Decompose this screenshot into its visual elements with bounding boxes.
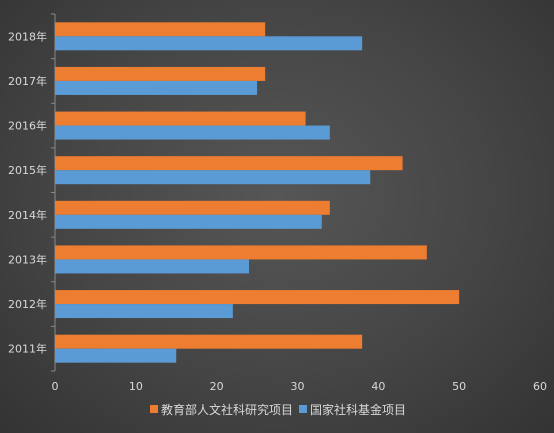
bar-moe-humanities	[55, 66, 266, 81]
bar-national-social-science	[55, 348, 177, 363]
y-tick-label: 2018年	[8, 29, 47, 43]
bar-moe-humanities	[55, 111, 306, 126]
legend-swatch	[150, 405, 158, 413]
x-tick-label: 10	[129, 380, 143, 393]
x-tick-label: 60	[533, 380, 547, 393]
bar-national-social-science	[55, 214, 322, 229]
x-tick-label: 20	[210, 380, 224, 393]
y-tick-label: 2014年	[8, 208, 47, 222]
y-tick-label: 2013年	[8, 252, 47, 266]
y-tick-label: 2011年	[8, 342, 47, 356]
x-tick-label: 0	[52, 380, 59, 393]
bar-moe-humanities	[55, 200, 330, 215]
bar-moe-humanities	[55, 290, 460, 305]
bar-national-social-science	[55, 125, 330, 140]
bar-national-social-science	[55, 80, 258, 95]
y-tick-label: 2017年	[8, 74, 47, 88]
bar-moe-humanities	[55, 156, 403, 171]
x-tick-label: 30	[291, 380, 305, 393]
x-tick-label: 40	[371, 380, 385, 393]
legend-label: 教育部人文社科研究项目	[161, 402, 293, 417]
bar-moe-humanities	[55, 22, 266, 37]
y-tick-label: 2015年	[8, 163, 47, 177]
bar-national-social-science	[55, 259, 249, 274]
bar-national-social-science	[55, 36, 363, 51]
bar-moe-humanities	[55, 334, 363, 349]
legend-swatch	[299, 405, 308, 413]
bar-moe-humanities	[55, 245, 427, 260]
legend-label: 国家社科基金项目	[310, 402, 406, 417]
y-tick-label: 2012年	[8, 297, 47, 311]
y-tick-label: 2016年	[8, 119, 47, 133]
bar-national-social-science	[55, 170, 371, 185]
x-tick-label: 50	[452, 380, 466, 393]
bar-national-social-science	[55, 304, 233, 319]
